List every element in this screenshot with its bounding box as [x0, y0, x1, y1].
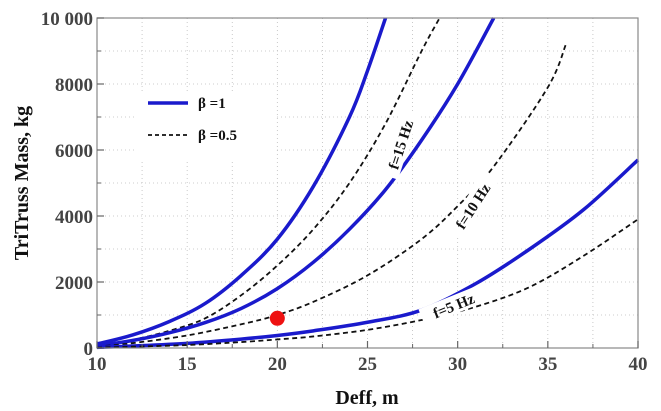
series-beta-0.5-f10	[96, 44, 567, 348]
y-tick-label: 4000	[55, 207, 93, 228]
y-tick-label: 2000	[55, 273, 93, 294]
ticks	[96, 17, 639, 349]
legend: β =1 β =0.5	[136, 92, 274, 162]
x-tick-label: 25	[358, 354, 377, 375]
y-tick-label: 0	[84, 339, 94, 360]
x-tick-label: 10	[88, 354, 107, 375]
x-tick-label: 40	[629, 354, 648, 375]
tick-labels: 10 15 20 25 30 35 40 0 2000 4000 6000 8000 10 000	[41, 9, 648, 375]
y-tick-label: 10 000	[41, 9, 93, 30]
x-tick-label: 35	[538, 354, 557, 375]
series-beta-1-f5	[96, 158, 640, 350]
legend-label-beta-1: β =1	[198, 96, 226, 112]
series-beta-0.5-f5	[96, 218, 639, 349]
curve-label-background	[446, 172, 499, 240]
curve-label-background	[418, 283, 489, 327]
x-tick-label: 15	[178, 354, 197, 375]
series-beta-1-f15	[96, 17, 388, 346]
y-axis-title: TriTruss Mass, kg	[11, 106, 33, 260]
x-axis-title: Deff, m	[335, 387, 399, 409]
highlight-point	[269, 310, 285, 326]
curves	[96, 17, 640, 350]
y-tick-label: 8000	[55, 75, 93, 96]
x-tick-label: 30	[448, 354, 467, 375]
series-beta-1-f10	[96, 17, 496, 348]
y-tick-label: 6000	[55, 141, 93, 162]
curve-label-background	[380, 109, 419, 180]
series-beta-0.5-f15	[96, 17, 441, 347]
marker-layer	[269, 310, 285, 326]
x-tick-label: 20	[268, 354, 287, 375]
legend-label-beta-0.5: β =0.5	[198, 128, 237, 144]
